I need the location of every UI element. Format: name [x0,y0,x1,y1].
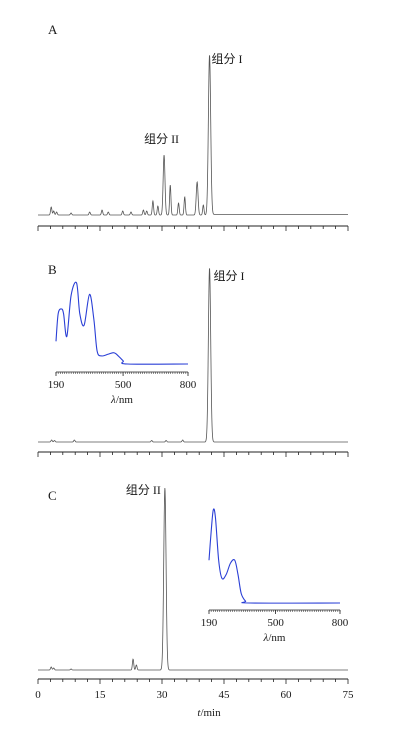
panel-label: C [48,488,57,503]
panel-label: A [48,22,58,37]
chromatogram-trace [38,268,348,443]
chromatogram-trace [38,55,348,216]
x-tick-label: 60 [281,689,293,701]
uv-spectrum-inset: 190 500 800 λ/nm [201,508,349,644]
inset-tick-label: 190 [48,379,65,391]
inset-tick-label: 800 [332,617,349,629]
inset-tick-label: 800 [180,379,197,391]
x-tick-label: 30 [157,689,169,701]
inset-axis-label: λ/nm [263,632,286,644]
peak-annotation: 组分 II [144,132,179,146]
panel-c: C 0 15 30 45 60 75 t/min 组分 II 190 500 800 λ/nm [35,483,354,719]
peak-annotation: 组分 II [126,483,161,497]
x-tick-label: 0 [35,689,41,701]
peak-annotation: 组分 I [212,52,243,66]
uv-spectrum-trace [55,281,189,365]
x-tick-label: 45 [219,689,231,701]
inset-tick-label: 500 [267,617,284,629]
uv-spectrum-inset: 190 500 800 λ/nm [48,281,197,406]
x-tick-label: 75 [343,689,355,701]
uv-spectrum-trace [208,508,341,604]
chromatogram-trace [38,487,348,671]
inset-tick-label: 190 [201,617,218,629]
x-axis-label: t/min [197,707,221,719]
panel-a: A 组分 I 组分 II [37,22,349,231]
panel-label: B [48,262,57,277]
inset-axis-label: λ/nm [110,394,133,406]
panel-b: B 组分 I 190 500 800 λ/nm [37,262,349,457]
x-tick-label: 15 [95,689,107,701]
inset-tick-label: 500 [115,379,132,391]
peak-annotation: 组分 I [214,269,245,283]
